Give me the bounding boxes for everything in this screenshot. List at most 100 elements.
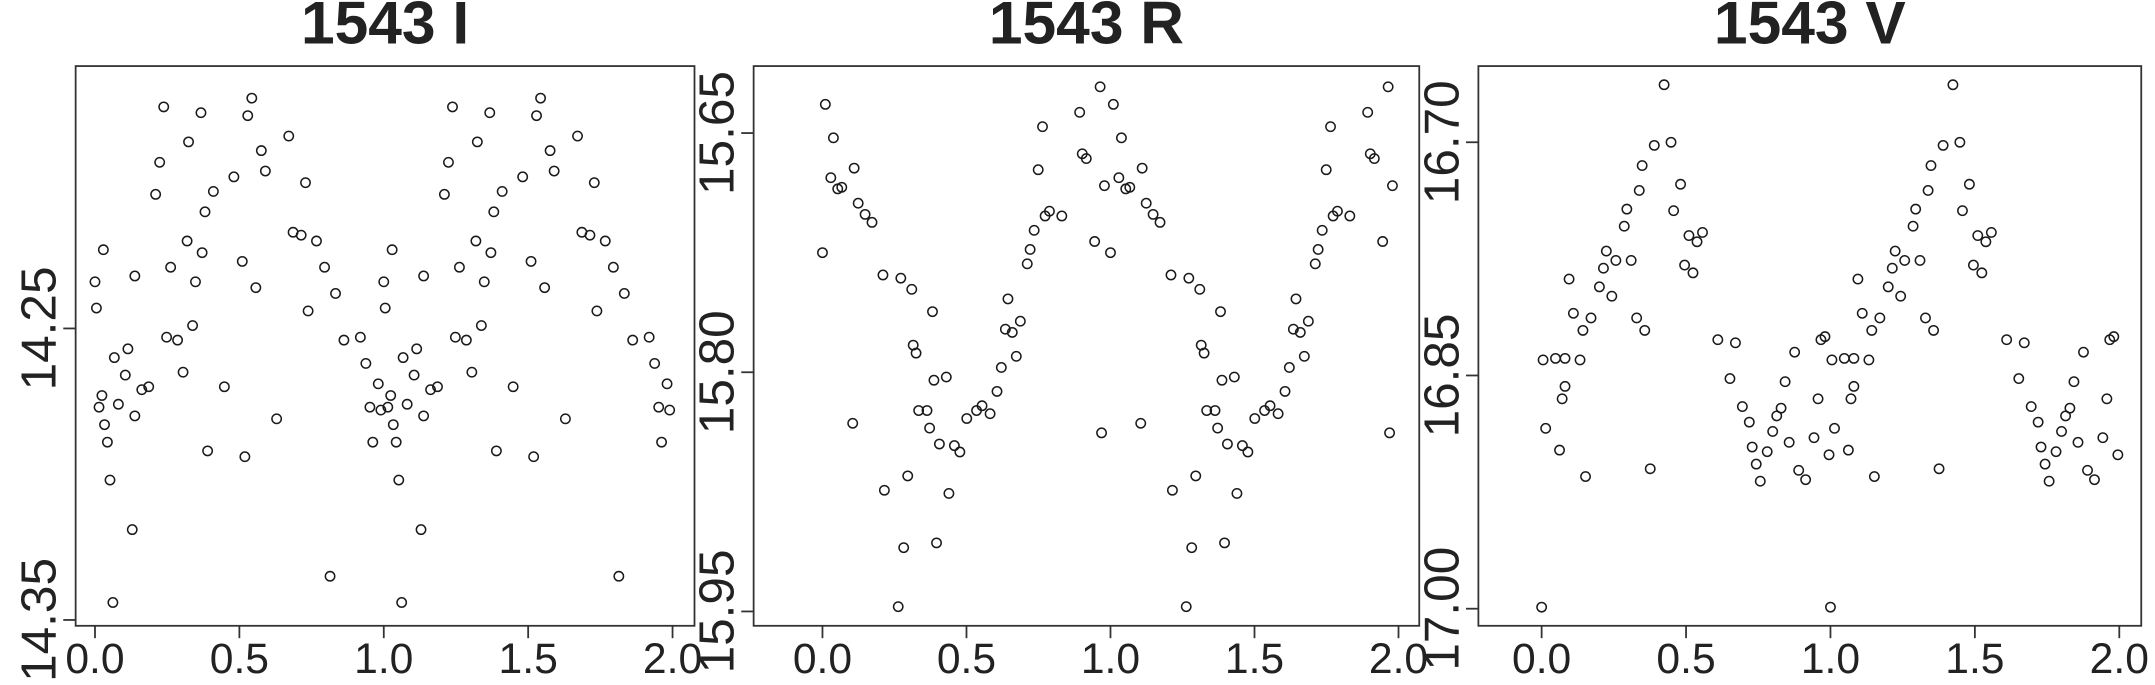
x-tick-label: 1.5: [1945, 635, 2004, 683]
data-point: [1606, 290, 1618, 302]
data-point: [183, 136, 194, 148]
data-point: [207, 185, 219, 197]
data-point: [1116, 132, 1127, 144]
data-point: [1957, 205, 1968, 217]
x-tick-label: 1.0: [1081, 635, 1140, 683]
data-point: [1863, 354, 1875, 366]
data-point: [471, 136, 483, 148]
data-point: [449, 331, 461, 343]
data-point: [1080, 153, 1092, 164]
data-point: [1320, 164, 1332, 176]
x-tick-label: 1.5: [499, 635, 558, 683]
data-point: [1024, 244, 1036, 255]
data-point: [1021, 258, 1033, 270]
data-point: [154, 156, 166, 168]
data-point: [1325, 121, 1336, 133]
data-point: [199, 206, 211, 218]
y-tick-label: 14.35: [12, 558, 67, 682]
data-point: [1697, 227, 1708, 238]
data-point: [484, 107, 496, 119]
data-point: [161, 331, 173, 343]
data-point: [93, 401, 105, 413]
data-point: [1925, 160, 1937, 172]
data-point: [1829, 422, 1840, 434]
data-point: [1272, 408, 1284, 420]
data-point: [1750, 458, 1762, 470]
data-point: [1165, 269, 1177, 281]
data-point: [1675, 178, 1686, 190]
data-point: [1094, 81, 1106, 93]
data-point: [2056, 426, 2067, 437]
panel-title: 1543 V: [1714, 0, 1906, 57]
data-point: [539, 282, 551, 294]
data-point: [859, 208, 871, 220]
data-point: [104, 474, 116, 486]
data-point: [1819, 331, 1831, 343]
data-point: [246, 92, 258, 104]
data-point: [618, 288, 630, 299]
data-point: [910, 347, 922, 359]
data-point: [544, 145, 556, 157]
data-point: [488, 206, 500, 218]
data-point: [2068, 376, 2080, 388]
data-point: [181, 235, 193, 247]
data-point: [1922, 185, 1934, 196]
data-point: [478, 276, 490, 288]
data-point: [447, 101, 458, 113]
data-point: [1775, 402, 1787, 414]
data-point: [902, 470, 914, 482]
data-point: [2013, 373, 2025, 385]
data-point: [1368, 153, 1380, 164]
data-point: [1691, 236, 1703, 248]
data-point: [1625, 254, 1637, 266]
data-point: [242, 110, 254, 122]
data-point: [954, 446, 966, 458]
data-point: [1056, 210, 1068, 222]
data-point: [1910, 203, 1922, 215]
data-point: [1976, 267, 1988, 279]
data-point: [1743, 416, 1755, 428]
data-point: [418, 270, 430, 282]
data-point: [129, 270, 141, 282]
data-point: [283, 130, 295, 142]
data-point: [817, 247, 828, 259]
data-point: [1154, 216, 1166, 228]
data-point: [948, 440, 960, 452]
data-point: [364, 401, 376, 413]
data-point: [1621, 203, 1633, 215]
data-point: [300, 177, 311, 189]
data-point: [1838, 352, 1850, 364]
data-point: [2039, 458, 2051, 470]
data-point: [1209, 405, 1221, 416]
data-point: [1124, 181, 1136, 193]
data-point: [1618, 220, 1630, 232]
data-point: [1014, 315, 1026, 327]
data-point: [1783, 436, 1795, 448]
data-point: [360, 357, 372, 369]
data-point: [1793, 464, 1805, 476]
data-point: [158, 101, 170, 113]
data-point: [1712, 334, 1724, 346]
data-point: [2082, 464, 2093, 476]
y-tick-label: 15.65: [690, 71, 745, 195]
data-point: [2001, 334, 2013, 346]
data-point: [1933, 463, 1945, 475]
data-point: [396, 597, 408, 608]
data-point: [1099, 180, 1110, 192]
data-point: [2043, 475, 2055, 487]
data-point: [819, 98, 831, 110]
data-point: [643, 331, 655, 343]
data-point: [525, 255, 537, 267]
data-point: [2025, 401, 2037, 413]
data-point: [1899, 254, 1911, 266]
data-point: [1668, 205, 1680, 217]
data-point: [584, 229, 596, 241]
data-point: [1554, 444, 1565, 456]
data-point: [1140, 197, 1152, 209]
data-point: [961, 413, 973, 424]
y-tick-label: 14.25: [12, 267, 67, 391]
data-point: [1105, 247, 1116, 259]
data-point: [475, 320, 487, 331]
data-point: [878, 484, 890, 496]
